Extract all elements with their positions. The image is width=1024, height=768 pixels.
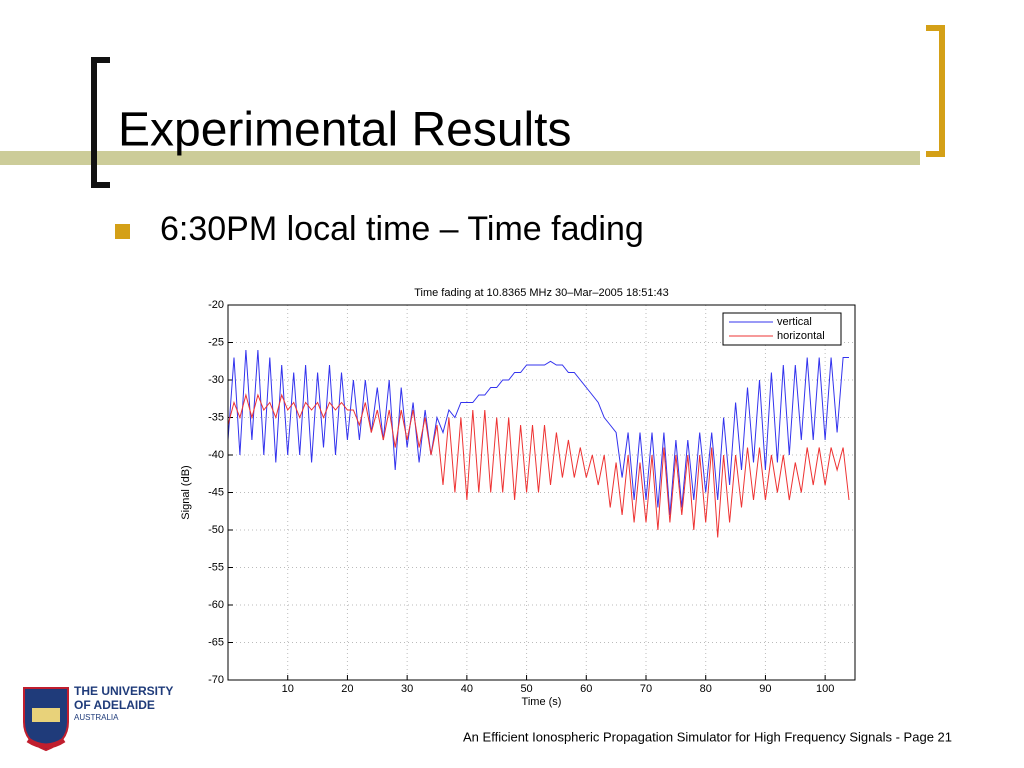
x-tick-label: 100 — [816, 683, 834, 695]
y-tick-label: -20 — [208, 299, 224, 311]
x-tick-label: 70 — [640, 683, 652, 695]
y-tick-label: -35 — [208, 411, 224, 423]
x-tick-label: 60 — [580, 683, 592, 695]
logo-text: THE UNIVERSITY — [74, 684, 173, 698]
y-tick-label: -45 — [208, 486, 224, 498]
chart: -70 -65 -60 -55 -50 -45 -40 -35 -30 -25 -20 10 20 30 4… — [180, 287, 856, 708]
logo-book — [32, 708, 60, 722]
bullet-marker — [115, 224, 130, 239]
x-tick-label: 50 — [520, 683, 532, 695]
series-line — [227, 393, 850, 538]
y-tick-label: -40 — [208, 449, 224, 461]
x-tick-label: 80 — [700, 683, 712, 695]
right-bracket — [926, 25, 945, 157]
logo-text: OF ADELAIDE — [74, 698, 155, 712]
y-tick-label: -55 — [208, 561, 224, 573]
chart-title: Time fading at 10.8365 MHz 30–Mar–2005 1… — [414, 287, 669, 299]
plot-frame — [227, 304, 856, 681]
footer: An Efficient Ionospheric Propagation Sim… — [463, 729, 952, 744]
x-axis-label: Time (s) — [522, 696, 562, 708]
x-tick-label: 30 — [401, 683, 413, 695]
bullet-text: 6:30PM local time – Time fading — [160, 210, 644, 248]
y-tick-label: -65 — [208, 636, 224, 648]
legend-label: vertical — [777, 316, 812, 328]
title-band — [0, 151, 920, 165]
logo-ribbon — [26, 737, 66, 749]
y-axis-label: Signal (dB) — [180, 465, 192, 519]
series-line — [227, 349, 849, 516]
x-tick-label: 40 — [461, 683, 473, 695]
x-tick-label: 10 — [282, 683, 294, 695]
y-tick-label: -60 — [208, 599, 224, 611]
slide-title: Experimental Results — [118, 104, 572, 157]
y-tick-label: -70 — [208, 674, 224, 686]
left-bracket — [91, 57, 110, 188]
logo: THE UNIVERSITY OF ADELAIDE AUSTRALIA — [23, 684, 173, 752]
legend-label: horizontal — [777, 330, 825, 342]
y-tick-label: -50 — [208, 524, 224, 536]
logo-text: AUSTRALIA — [74, 713, 119, 722]
legend-box — [722, 312, 842, 346]
x-tick-label: 20 — [341, 683, 353, 695]
y-tick-label: -25 — [208, 336, 224, 348]
x-tick-label: 90 — [759, 683, 771, 695]
y-tick-label: -30 — [208, 374, 224, 386]
